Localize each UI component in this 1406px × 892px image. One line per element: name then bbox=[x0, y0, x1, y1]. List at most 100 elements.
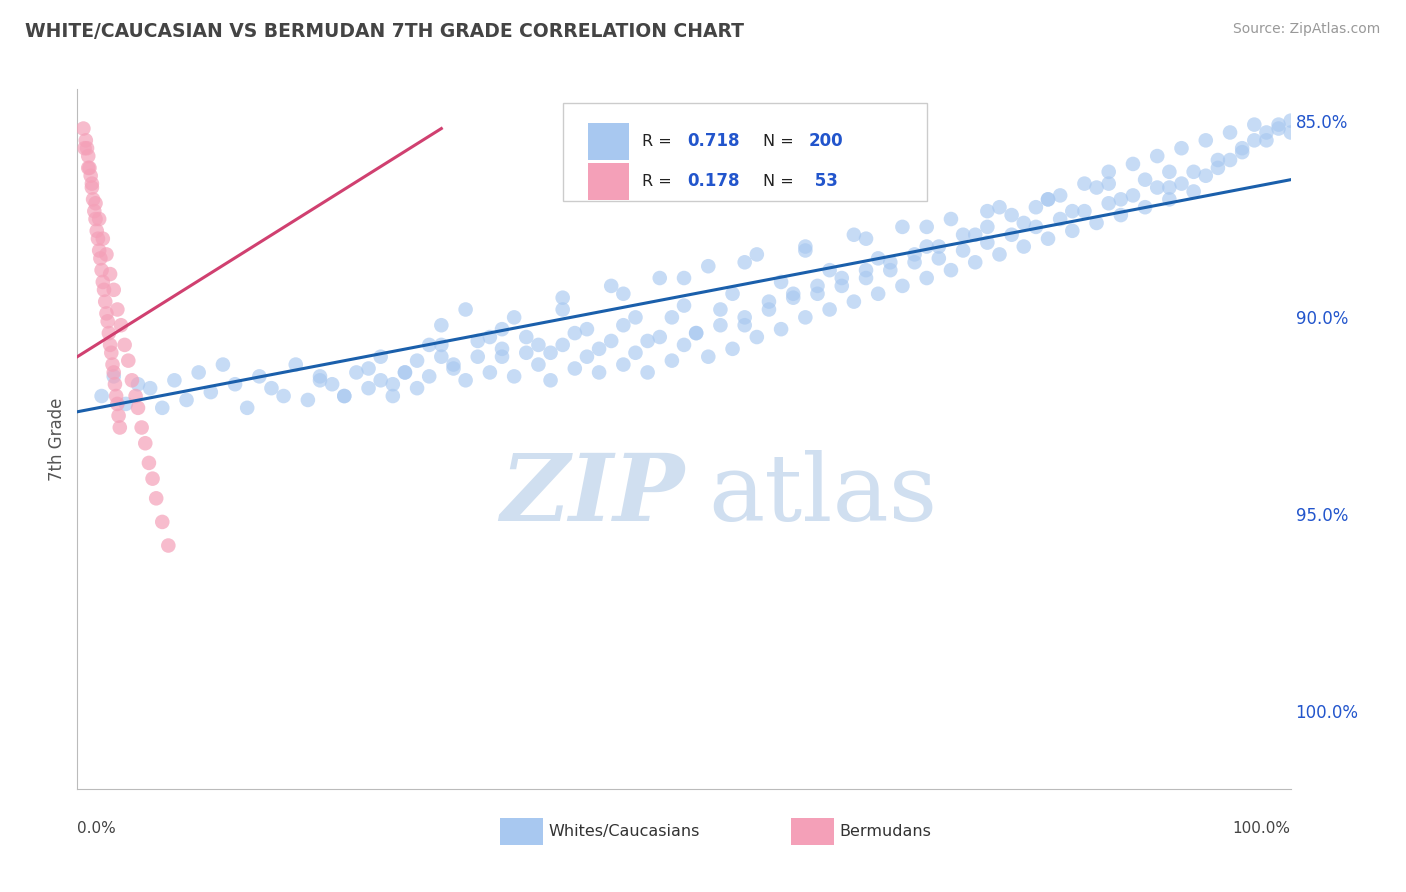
Point bbox=[1012, 239, 1035, 253]
Point bbox=[600, 334, 623, 348]
Point bbox=[868, 286, 890, 301]
Point bbox=[454, 373, 477, 387]
Point bbox=[1206, 161, 1229, 175]
Point bbox=[952, 227, 974, 242]
Point bbox=[903, 255, 925, 269]
Point bbox=[661, 353, 683, 368]
Point bbox=[588, 366, 610, 380]
Point bbox=[105, 389, 128, 403]
Point bbox=[868, 252, 890, 266]
Point bbox=[454, 302, 477, 317]
Point bbox=[600, 279, 623, 293]
Point bbox=[357, 361, 380, 376]
Point bbox=[891, 219, 914, 234]
Point bbox=[138, 456, 160, 470]
Text: 53: 53 bbox=[808, 172, 838, 190]
Point bbox=[551, 338, 574, 352]
Point bbox=[673, 299, 696, 313]
Point bbox=[381, 389, 404, 403]
Point bbox=[443, 358, 465, 372]
Point bbox=[224, 377, 246, 392]
Point bbox=[91, 232, 114, 246]
Point bbox=[721, 286, 744, 301]
Text: ZIP: ZIP bbox=[499, 450, 685, 541]
Point bbox=[1122, 157, 1144, 171]
Point bbox=[988, 247, 1011, 261]
Point bbox=[734, 310, 756, 325]
Point bbox=[939, 263, 962, 277]
Point bbox=[673, 271, 696, 285]
Point bbox=[758, 302, 780, 317]
Point bbox=[1182, 165, 1205, 179]
Point bbox=[80, 180, 103, 194]
Point bbox=[818, 263, 841, 277]
Point bbox=[394, 366, 416, 380]
Point bbox=[1206, 153, 1229, 167]
Point bbox=[467, 334, 489, 348]
Point bbox=[284, 358, 307, 372]
Point bbox=[478, 366, 501, 380]
Text: R =: R = bbox=[641, 134, 676, 149]
Point bbox=[114, 338, 136, 352]
Point bbox=[1001, 227, 1024, 242]
Point bbox=[357, 381, 380, 395]
Point bbox=[84, 212, 107, 227]
Point bbox=[515, 345, 537, 359]
Point bbox=[1073, 177, 1095, 191]
Point bbox=[831, 279, 853, 293]
Text: Bermudans: Bermudans bbox=[839, 824, 931, 839]
Point bbox=[77, 161, 100, 175]
Point bbox=[709, 318, 731, 333]
Point bbox=[624, 310, 647, 325]
Point bbox=[758, 294, 780, 309]
Point bbox=[86, 224, 108, 238]
Point bbox=[1085, 180, 1108, 194]
Point bbox=[117, 353, 139, 368]
Point bbox=[842, 227, 865, 242]
Point bbox=[443, 361, 465, 376]
Point bbox=[87, 232, 110, 246]
Point bbox=[612, 318, 634, 333]
Point bbox=[406, 353, 429, 368]
Point bbox=[1098, 196, 1121, 211]
Point bbox=[344, 366, 367, 380]
Point bbox=[721, 342, 744, 356]
Point bbox=[1159, 165, 1181, 179]
Point bbox=[564, 361, 586, 376]
Point bbox=[110, 318, 132, 333]
Point bbox=[212, 358, 235, 372]
Point bbox=[1001, 208, 1024, 222]
Point bbox=[321, 377, 343, 392]
Point bbox=[94, 294, 117, 309]
Point bbox=[309, 373, 332, 387]
Point bbox=[1109, 208, 1132, 222]
Point bbox=[100, 345, 122, 359]
Point bbox=[1230, 145, 1253, 160]
Point bbox=[121, 373, 143, 387]
Point bbox=[430, 338, 453, 352]
Point bbox=[1219, 153, 1241, 167]
Point bbox=[73, 141, 96, 155]
Point bbox=[1109, 192, 1132, 206]
Point bbox=[1062, 204, 1084, 219]
Point bbox=[1256, 133, 1278, 147]
Point bbox=[1159, 192, 1181, 206]
Point bbox=[93, 283, 115, 297]
Point bbox=[91, 275, 114, 289]
Point bbox=[200, 385, 222, 400]
Point bbox=[430, 318, 453, 333]
Point bbox=[76, 141, 98, 155]
Point bbox=[104, 377, 127, 392]
Point bbox=[503, 369, 526, 384]
Point bbox=[370, 350, 392, 364]
Point bbox=[855, 232, 877, 246]
Point bbox=[394, 366, 416, 380]
Point bbox=[467, 350, 489, 364]
Point bbox=[1267, 121, 1289, 136]
Point bbox=[1133, 172, 1156, 186]
Point bbox=[806, 286, 828, 301]
Point bbox=[333, 389, 356, 403]
Point bbox=[648, 271, 671, 285]
Point bbox=[965, 255, 987, 269]
Text: 100.0%: 100.0% bbox=[1233, 821, 1291, 836]
